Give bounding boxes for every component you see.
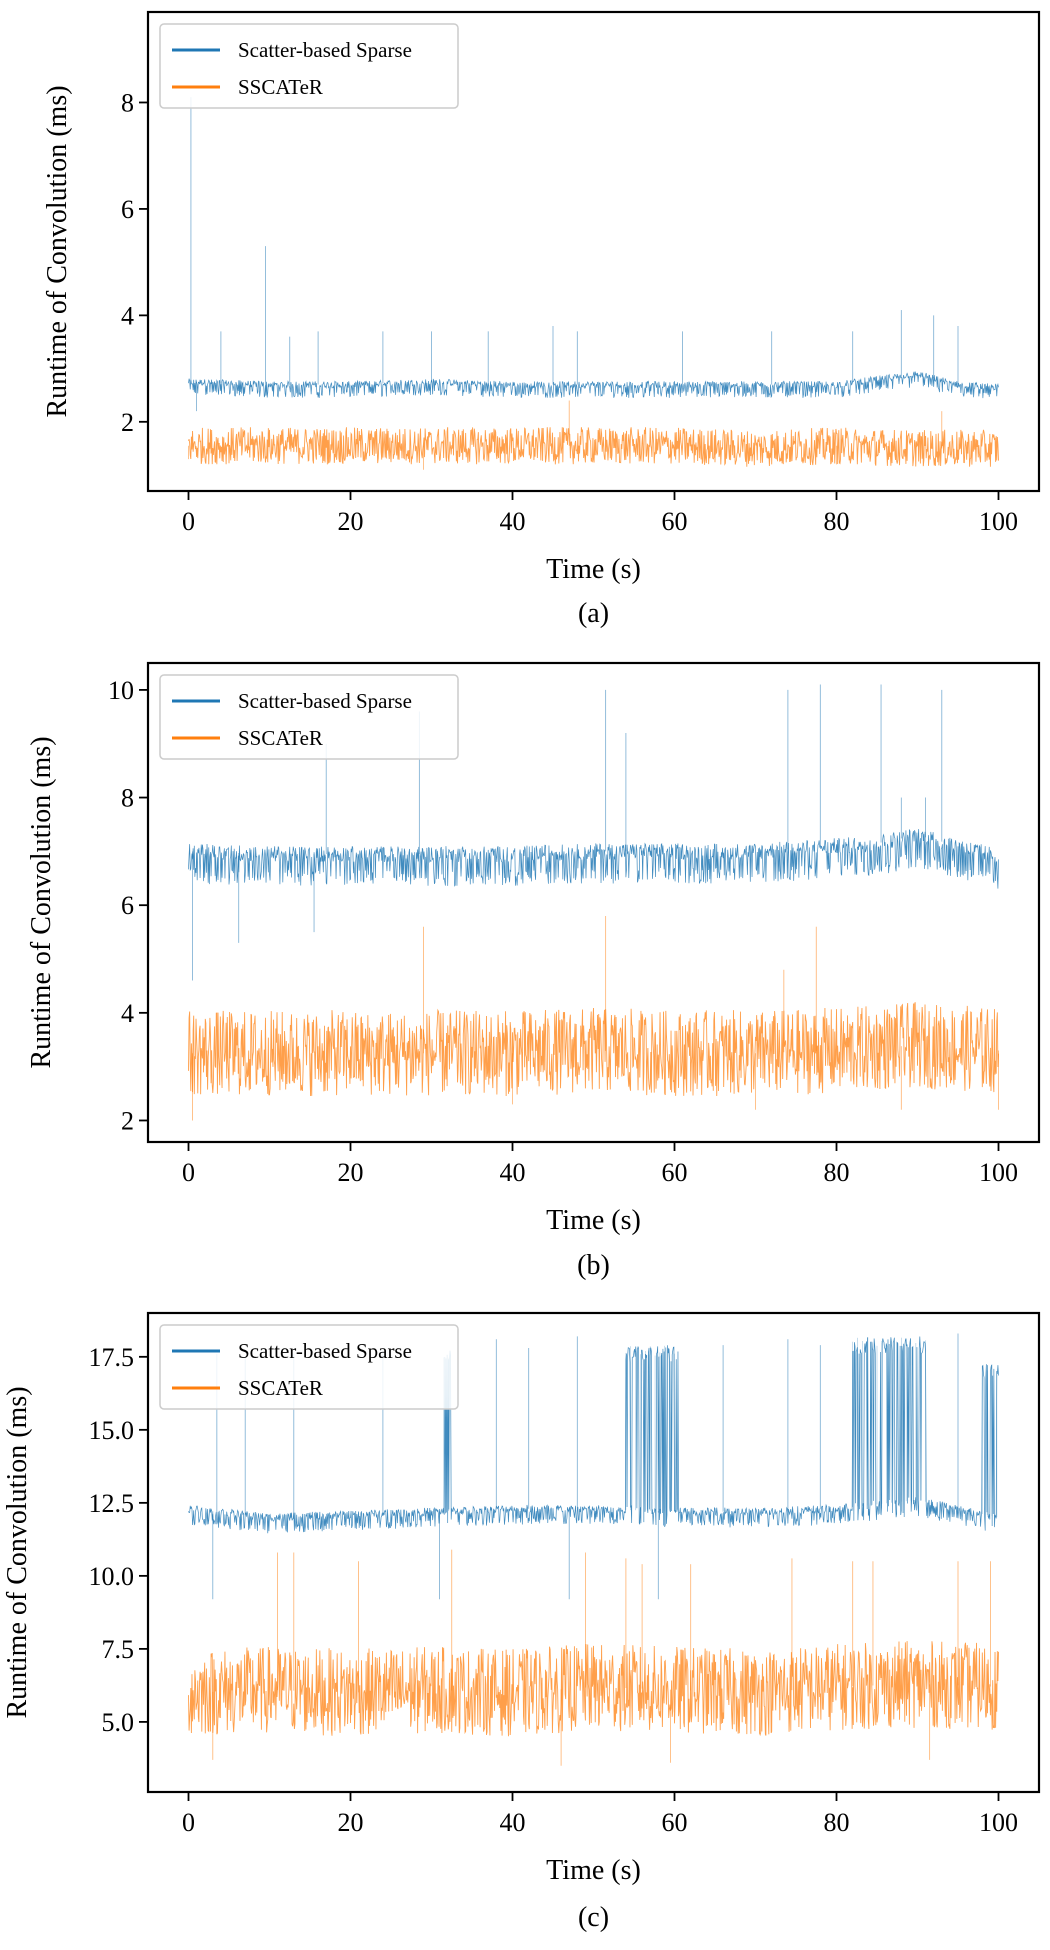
chart-panel-2: 0 20 40 60 80 100 2 4 6 8 10 Time (s) Runtime of Con…	[26, 661, 1041, 1281]
x-tick-label: 40	[500, 507, 526, 536]
x-tick-label: 0	[182, 1158, 195, 1187]
legend-entry: Scatter-based Sparse	[238, 38, 412, 62]
y-axis-label: Runtime of Convolution (ms)	[2, 1386, 33, 1718]
x-tick-label: 80	[824, 1158, 850, 1187]
y-tick-label: 8	[121, 784, 134, 813]
series-sscater	[188, 1549, 999, 1766]
x-tick-label: 80	[824, 507, 850, 536]
x-tick-label: 100	[979, 1808, 1018, 1837]
legend-entry: Scatter-based Sparse	[238, 1339, 412, 1363]
chart-panel-3: 0 20 40 60 80 100 5.0 7.5 10.0 12.5 15.0 17.5 Time (…	[2, 1311, 1041, 1933]
panel-label: (a)	[578, 598, 609, 629]
x-axis-label: Time (s)	[546, 1205, 641, 1236]
y-tick-label: 10	[108, 676, 134, 705]
y-tick-label: 4	[121, 999, 134, 1028]
legend: Scatter-based Sparse SSCATeR	[159, 1324, 459, 1410]
legend-box	[159, 23, 459, 109]
legend-box	[159, 674, 459, 760]
x-axis-label: Time (s)	[546, 1855, 641, 1886]
y-axis-label: Runtime of Convolution (ms)	[42, 85, 73, 417]
x-tick-label: 100	[979, 507, 1018, 536]
y-tick-label: 4	[121, 301, 134, 330]
chart-panel-1: 0 20 40 60 80 100 2 4 6 8 Time (s) Runtime of Convo…	[42, 10, 1041, 629]
series-scatter-based-sparse	[188, 684, 999, 981]
plot-area	[188, 97, 999, 470]
x-tick-label: 0	[182, 507, 195, 536]
axes-frame	[146, 10, 1041, 493]
x-tick-label: 20	[338, 507, 364, 536]
series-line	[188, 1336, 999, 1534]
axes-frame	[146, 1311, 1041, 1794]
x-axis-label: Time (s)	[546, 554, 641, 585]
x-tick-label: 100	[979, 1158, 1018, 1187]
series-line	[188, 427, 999, 467]
x-tick-label: 60	[662, 1158, 688, 1187]
x-tick-label: 60	[662, 507, 688, 536]
y-tick-label: 2	[121, 1106, 134, 1135]
x-tick-label: 80	[824, 1808, 850, 1837]
y-tick-label: 5.0	[102, 1708, 135, 1737]
panel-label: (b)	[577, 1250, 610, 1281]
series-sscater	[188, 915, 999, 1121]
x-tick-label: 40	[500, 1808, 526, 1837]
x-tick-label: 60	[662, 1808, 688, 1837]
x-tick-label: 0	[182, 1808, 195, 1837]
legend-entry: SSCATeR	[238, 726, 323, 750]
x-tick-label: 20	[338, 1808, 364, 1837]
series-line	[188, 1641, 999, 1737]
y-tick-label: 7.5	[102, 1635, 135, 1664]
x-tick-label: 20	[338, 1158, 364, 1187]
axes-frame	[146, 661, 1041, 1144]
y-tick-label: 6	[121, 195, 134, 224]
legend: Scatter-based Sparse SSCATeR	[159, 23, 459, 109]
y-axis-label: Runtime of Convolution (ms)	[26, 736, 57, 1068]
series-sscater	[188, 400, 999, 470]
x-tick-label: 40	[500, 1158, 526, 1187]
y-tick-label: 15.0	[89, 1416, 135, 1445]
series-line	[188, 371, 999, 399]
y-tick-label: 2	[121, 408, 134, 437]
y-tick-label: 10.0	[89, 1562, 135, 1591]
legend-entry: Scatter-based Sparse	[238, 689, 412, 713]
legend-entry: SSCATeR	[238, 1376, 323, 1400]
legend: Scatter-based Sparse SSCATeR	[159, 674, 459, 760]
y-tick-label: 12.5	[89, 1489, 135, 1518]
series-line	[188, 1002, 999, 1097]
series-scatter-based-sparse	[188, 97, 999, 412]
legend-entry: SSCATeR	[238, 75, 323, 99]
plot-area	[188, 684, 999, 1121]
y-tick-label: 17.5	[89, 1343, 135, 1372]
legend-box	[159, 1324, 459, 1410]
panel-label: (c)	[578, 1902, 609, 1933]
series-line	[188, 829, 999, 889]
y-tick-label: 8	[121, 88, 134, 117]
y-tick-label: 6	[121, 891, 134, 920]
